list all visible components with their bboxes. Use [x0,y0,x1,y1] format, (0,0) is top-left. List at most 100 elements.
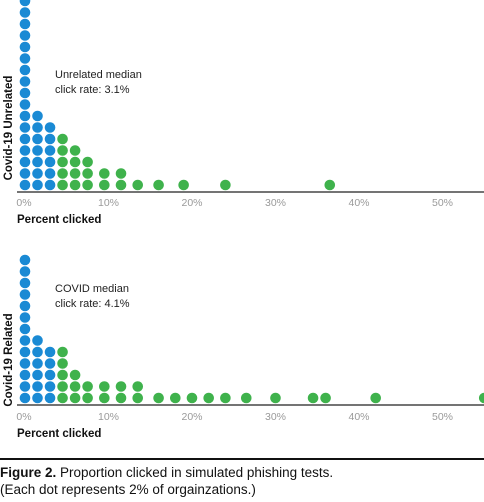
data-dot [115,168,127,179]
data-dot [69,145,81,156]
data-dot [320,392,331,404]
data-dot [32,358,43,369]
data-dot [57,179,68,191]
x-tick-label: 40% [348,197,369,209]
y-axis-label: Covid-19 Unrelated [3,76,15,181]
data-dot [69,392,81,404]
data-dot [240,392,252,404]
data-dot [32,168,43,179]
data-dot [32,392,43,404]
data-dot [57,145,68,156]
data-dot [19,110,31,122]
data-dot [19,64,31,76]
data-dot [19,323,31,335]
x-tick-label: 50% [432,197,453,209]
data-dot [307,392,319,404]
data-dot [19,381,31,392]
data-dot [32,145,43,156]
data-dot [19,254,31,266]
data-dot [44,133,56,145]
data-dot [478,392,484,404]
data-dot [44,392,56,404]
x-tick-label: 10% [98,411,119,423]
chart-panel-1: 0% 10% 20% 30% 40% 50% Percent clicked Covid-19… [3,0,484,226]
data-dot [32,133,43,145]
median-annotation: COVID median [55,283,129,295]
data-dot [19,76,31,87]
data-dot [32,346,43,358]
caption-text: Proportion clicked in simulated phishing… [56,465,334,480]
data-dot [19,18,31,30]
data-dot [44,122,56,133]
data-dot [19,369,31,381]
data-dot [19,87,31,99]
data-dot [32,335,43,346]
data-dot [82,156,93,168]
data-dot [115,179,127,191]
data-dot [69,369,81,381]
data-dot [19,358,31,369]
x-tick-label: 40% [348,411,369,423]
data-dot [19,0,31,7]
caption-figure-label: Figure 2. [0,465,57,480]
data-dot [57,346,68,358]
data-dot [57,369,68,381]
data-dot [99,168,110,179]
data-dot [19,122,31,133]
data-dot [57,358,68,369]
data-dot [19,99,31,110]
data-dot [19,53,31,64]
data-dot [19,156,31,168]
data-dot [99,392,110,404]
x-tick-label: 0% [16,197,31,209]
data-dot [132,179,144,191]
data-dot [44,179,56,191]
data-dot [270,392,281,404]
data-dot [186,392,198,404]
data-dot [44,381,56,392]
data-dot [44,358,56,369]
data-dot [44,346,56,358]
data-dot [220,179,231,191]
data-dot [69,381,81,392]
data-dot [69,179,81,191]
data-dot [153,179,164,191]
data-dot [44,168,56,179]
x-tick-label: 30% [265,197,286,209]
data-dot [19,346,31,358]
data-dot [57,381,68,392]
data-dot [44,369,56,381]
data-dot [82,381,93,392]
data-dot [19,289,31,300]
data-dot [19,300,31,312]
data-dot [132,381,144,392]
data-dot [19,168,31,179]
data-dot [19,277,31,289]
caption-line-1: Figure 2. Proportion clicked in simulate… [0,464,484,481]
data-dot [19,179,31,191]
data-dot [32,122,43,133]
data-dot [82,392,93,404]
data-dot [82,179,93,191]
x-tick-label: 20% [181,197,202,209]
x-tick-label: 30% [265,411,286,423]
data-dot [82,168,93,179]
data-dot [44,156,56,168]
data-dot [99,381,110,392]
x-axis-label: Percent clicked [17,428,101,440]
data-dot [69,156,81,168]
data-dot [170,392,181,404]
data-dot [220,392,231,404]
data-dot [19,7,31,18]
data-dot [19,133,31,145]
data-dot [19,335,31,346]
data-dot [19,392,31,404]
median-annotation: Unrelated median [55,69,142,81]
data-dot [32,369,43,381]
data-dot [57,156,68,168]
x-tick-label: 20% [181,411,202,423]
data-dot [178,179,189,191]
figure-caption: Figure 2. Proportion clicked in simulate… [0,458,484,498]
data-dot [19,312,31,323]
